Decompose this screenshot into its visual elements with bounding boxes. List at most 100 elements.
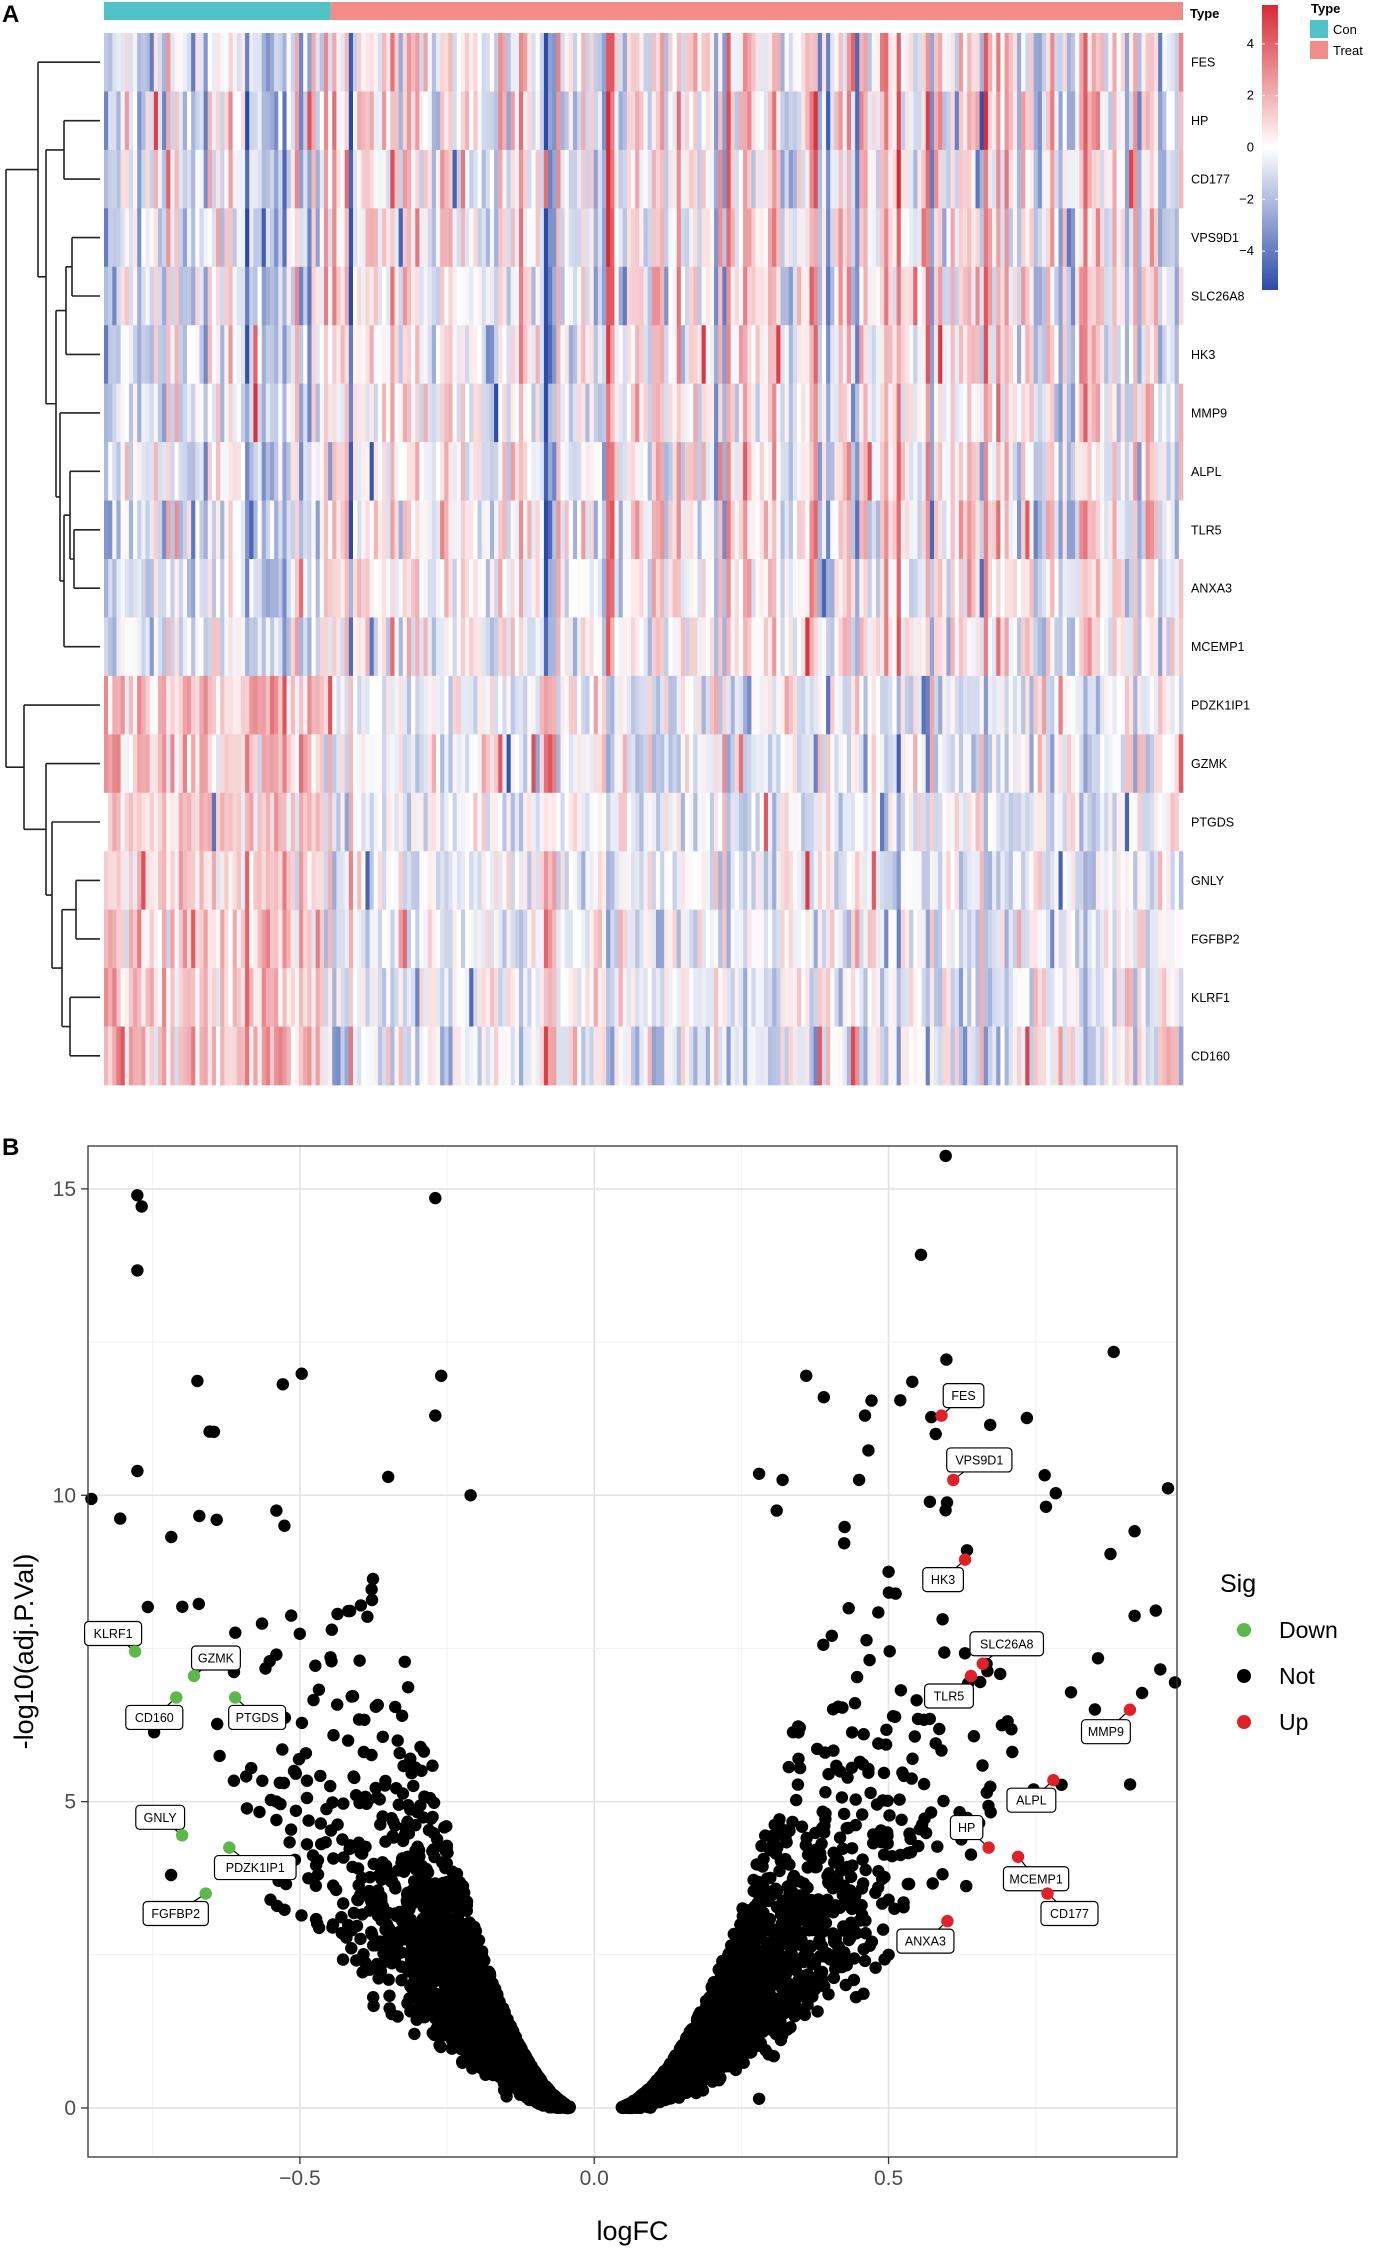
heatmap-cell	[614, 792, 619, 852]
heatmap-cell	[626, 792, 632, 852]
heatmap-cell	[813, 617, 819, 677]
dendrogram-branch	[63, 119, 100, 180]
heatmap-cell	[365, 500, 370, 560]
heatmap-cell	[971, 559, 976, 618]
heatmap-cell	[157, 675, 163, 735]
heatmap-cell	[855, 33, 860, 92]
heatmap-cell	[411, 851, 416, 911]
heatmap-cell	[1025, 266, 1030, 326]
heatmap-cell	[585, 617, 590, 677]
heatmap-cell	[1174, 559, 1180, 618]
heatmap-cell	[655, 792, 661, 852]
heatmap-cell	[531, 442, 536, 501]
heatmap-cell	[797, 851, 802, 911]
heatmap-cell	[585, 325, 590, 385]
heatmap-cell	[539, 500, 545, 560]
heatmap-cell	[693, 792, 698, 852]
heatmap-cell	[386, 968, 391, 1027]
panel-b-letter: B	[2, 1134, 19, 1161]
heatmap-cell	[622, 33, 628, 92]
heatmap-cell	[1137, 1026, 1142, 1086]
heatmap-cell	[776, 149, 781, 209]
heatmap-cell	[274, 1026, 279, 1086]
heatmap-cell	[875, 442, 881, 501]
heatmap-cell	[502, 968, 507, 1027]
heatmap-cell	[602, 442, 607, 501]
heatmap-cell	[1012, 91, 1018, 151]
heatmap-cell	[867, 208, 873, 268]
heatmap-cell	[602, 617, 607, 677]
heatmap-cell	[797, 734, 802, 794]
heatmap-cell	[805, 325, 810, 385]
heatmap-cell	[502, 617, 507, 677]
heatmap-cell	[709, 617, 715, 677]
heatmap-cell	[954, 617, 960, 677]
heatmap-cell	[166, 149, 171, 209]
heatmap-cell	[855, 1026, 860, 1086]
heatmap-cell	[415, 149, 420, 209]
heatmap-cell	[141, 909, 146, 969]
heatmap-cell	[660, 968, 665, 1027]
heatmap-cell	[353, 792, 358, 852]
heatmap-cell	[182, 208, 188, 268]
heatmap-cell	[294, 559, 300, 618]
heatmap-cell	[137, 734, 142, 794]
heatmap-cell	[1178, 266, 1184, 326]
heatmap-cell	[888, 909, 893, 969]
heatmap-cell	[153, 559, 159, 618]
heatmap-cell	[489, 792, 495, 852]
heatmap-cell	[909, 675, 914, 735]
heatmap-cell	[294, 675, 300, 735]
heatmap-cell	[452, 968, 458, 1027]
heatmap-cell	[904, 675, 910, 735]
heatmap-cell	[1129, 968, 1134, 1027]
heatmap-cell	[954, 266, 960, 326]
heatmap-cell	[1087, 909, 1093, 969]
heatmap-cell	[568, 500, 574, 560]
heatmap-cell	[1116, 500, 1122, 560]
heatmap-cell	[1041, 792, 1047, 852]
heatmap-cell	[1079, 383, 1084, 443]
heatmap-cell	[855, 909, 860, 969]
heatmap-cell	[1174, 442, 1180, 501]
heatmap-cell	[784, 617, 790, 677]
heatmap-cell	[456, 851, 462, 911]
heatmap-cell	[618, 617, 624, 677]
heatmap-cell	[1083, 325, 1088, 385]
heatmap-cell	[178, 383, 184, 443]
heatmap-cell	[651, 383, 657, 443]
heatmap-cell	[1041, 266, 1047, 326]
heatmap-cell	[178, 617, 184, 677]
heatmap-cell	[398, 149, 404, 209]
heatmap-cell	[369, 675, 375, 735]
heatmap-cell	[589, 149, 595, 209]
heatmap-cell	[539, 91, 545, 151]
heatmap-cell	[473, 1026, 478, 1086]
heatmap-cell	[1058, 33, 1063, 92]
heatmap-cell	[402, 909, 408, 969]
heatmap-cell	[979, 559, 985, 618]
heatmap-cell	[361, 325, 366, 385]
heatmap-cell	[581, 617, 586, 677]
heatmap-cell	[714, 1026, 719, 1086]
heatmap-cell	[772, 208, 777, 268]
heatmap-cell	[448, 325, 453, 385]
heatmap-cell	[153, 792, 159, 852]
heatmap-cell	[1079, 909, 1084, 969]
heatmap-cell	[846, 383, 852, 443]
heatmap-cell	[203, 851, 209, 911]
heatmap-cell	[1137, 33, 1142, 92]
heatmap-cell	[1079, 675, 1084, 735]
heatmap-cell	[664, 500, 669, 560]
heatmap-cell	[568, 559, 574, 618]
heatmap-cell	[1120, 500, 1126, 560]
heatmap-cell	[610, 33, 615, 92]
heatmap-cell	[382, 617, 387, 677]
heatmap-cell	[809, 1026, 814, 1086]
heatmap-cell	[1100, 442, 1105, 501]
heatmap-cell	[734, 617, 740, 677]
heatmap-cell	[763, 675, 769, 735]
heatmap-cell	[925, 559, 931, 618]
heatmap-cell	[826, 792, 831, 852]
heatmap-cell	[660, 325, 665, 385]
